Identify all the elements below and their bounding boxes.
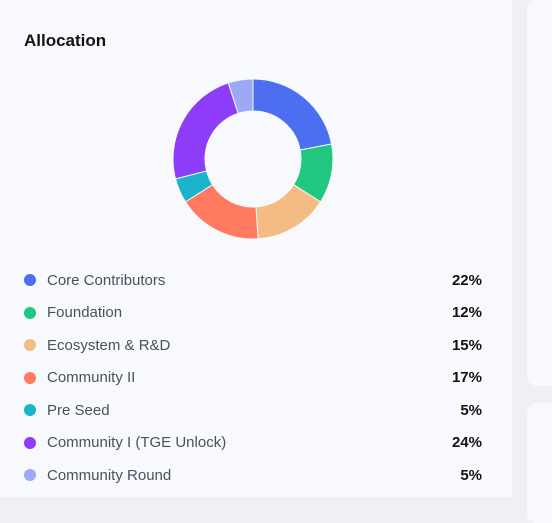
legend-label: Community I (TGE Unlock)	[47, 434, 227, 452]
legend-item: Community I (TGE Unlock) 24%	[24, 427, 482, 460]
legend-color-dot	[24, 306, 36, 319]
donut-slice[interactable]	[172, 82, 239, 180]
legend-percentage: 17%	[451, 369, 482, 387]
legend-percentage: 5%	[460, 401, 482, 419]
legend-percentage: 5%	[460, 466, 482, 484]
legend-label: Ecosystem & R&D	[47, 336, 171, 354]
legend-color-dot	[24, 469, 36, 482]
allocation-card: Allocation Core Contributors 22% Foundatio…	[24, 31, 482, 492]
legend-label: Community II	[47, 369, 136, 387]
donut-slice[interactable]	[227, 78, 254, 114]
legend-percentage: 15%	[451, 336, 482, 354]
legend-color-dot	[24, 339, 36, 352]
card-title: Allocation	[24, 31, 107, 50]
legend-item: Pre Seed 5%	[24, 394, 482, 427]
legend-item: Core Contributors 22%	[24, 264, 482, 297]
allocation-donut-chart	[172, 78, 334, 240]
legend-percentage: 22%	[451, 271, 482, 289]
legend-label: Core Contributors	[47, 271, 166, 289]
legend-item: Ecosystem & R&D 15%	[24, 329, 482, 362]
side-panel	[527, 0, 552, 386]
legend-label: Foundation	[47, 304, 123, 322]
legend-label: Community Round	[47, 466, 172, 484]
donut-slice[interactable]	[252, 78, 333, 151]
legend-item: Community Round 5%	[24, 459, 482, 492]
legend-color-dot	[24, 274, 36, 287]
legend-color-dot	[24, 371, 36, 384]
legend-percentage: 12%	[451, 304, 482, 322]
legend-color-dot	[24, 436, 36, 449]
legend-item: Foundation 12%	[24, 297, 482, 330]
legend-color-dot	[24, 404, 36, 417]
legend-item: Community II 17%	[24, 362, 482, 395]
legend-label: Pre Seed	[47, 401, 110, 419]
legend-percentage: 24%	[451, 434, 482, 452]
side-panel-lower	[527, 403, 552, 523]
allocation-legend: Core Contributors 22% Foundation 12% Ecosyst…	[24, 264, 482, 492]
